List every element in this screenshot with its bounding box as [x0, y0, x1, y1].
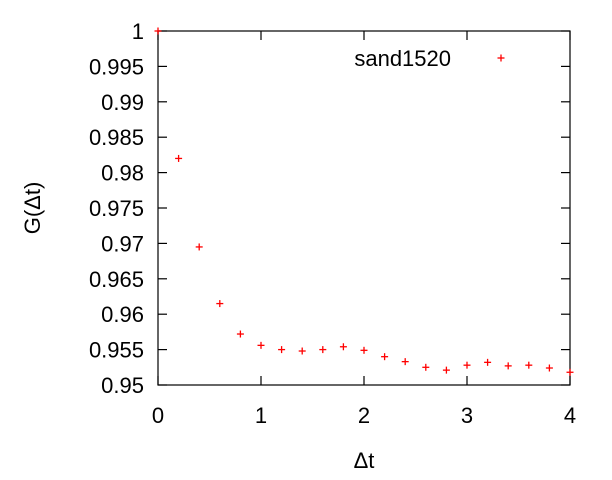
y-tick-label-6: 0.98	[101, 161, 144, 186]
data-point-0-2	[195, 243, 203, 251]
data-point-0-10	[360, 346, 368, 354]
plot-frame	[157, 30, 571, 386]
legend-marker	[497, 54, 505, 62]
data-point-0-11	[381, 353, 389, 361]
data-point-0-4	[236, 330, 244, 338]
data-point-0-16	[484, 358, 492, 366]
x-tick-label-4: 4	[564, 403, 576, 428]
y-tick-label-0: 0.95	[101, 373, 144, 398]
x-tick-label-1: 1	[255, 403, 267, 428]
data-point-0-0	[154, 27, 162, 35]
y-tick-label-1: 0.955	[89, 338, 144, 363]
y-tick-label-10: 1	[132, 19, 144, 44]
y-tick-label-8: 0.99	[101, 90, 144, 115]
legend: sand1520	[354, 46, 505, 71]
data-point-0-14	[442, 366, 450, 374]
x-tick-label-2: 2	[358, 403, 370, 428]
data-point-0-9	[339, 343, 347, 351]
data-point-0-15	[463, 361, 471, 369]
x-tick-label-3: 3	[461, 403, 473, 428]
legend-marker-plus	[497, 54, 505, 62]
legend-label-sand1520: sand1520	[354, 46, 451, 71]
x-tick-label-0: 0	[152, 403, 164, 428]
y-tick-label-2: 0.96	[101, 302, 144, 327]
x-axis-label: Δt	[354, 448, 375, 473]
axis-tick-labels: 0 1 2 3 4 0.95 0.955 0.96 0.965 0.97 0.975 0.98 0.98…	[89, 19, 576, 428]
y-tick-label-7: 0.985	[89, 125, 144, 150]
data-point-0-1	[175, 154, 183, 162]
data-point-0-12	[401, 358, 409, 366]
data-point-0-18	[525, 361, 533, 369]
y-tick-label-5: 0.975	[89, 196, 144, 221]
data-point-0-8	[319, 346, 327, 354]
data-point-0-7	[298, 347, 306, 355]
data-point-0-19	[545, 364, 553, 372]
data-point-0-13	[422, 363, 430, 371]
data-point-0-3	[216, 300, 224, 308]
data-point-0-20	[566, 368, 574, 376]
y-axis-label: G(Δt)	[20, 182, 45, 235]
data-point-0-5	[257, 341, 265, 349]
data-points	[154, 27, 574, 376]
data-point-0-17	[504, 362, 512, 370]
data-point-0-6	[278, 346, 286, 354]
y-tick-label-4: 0.97	[101, 231, 144, 256]
y-tick-label-3: 0.965	[89, 267, 144, 292]
y-tick-label-9: 0.995	[89, 54, 144, 79]
